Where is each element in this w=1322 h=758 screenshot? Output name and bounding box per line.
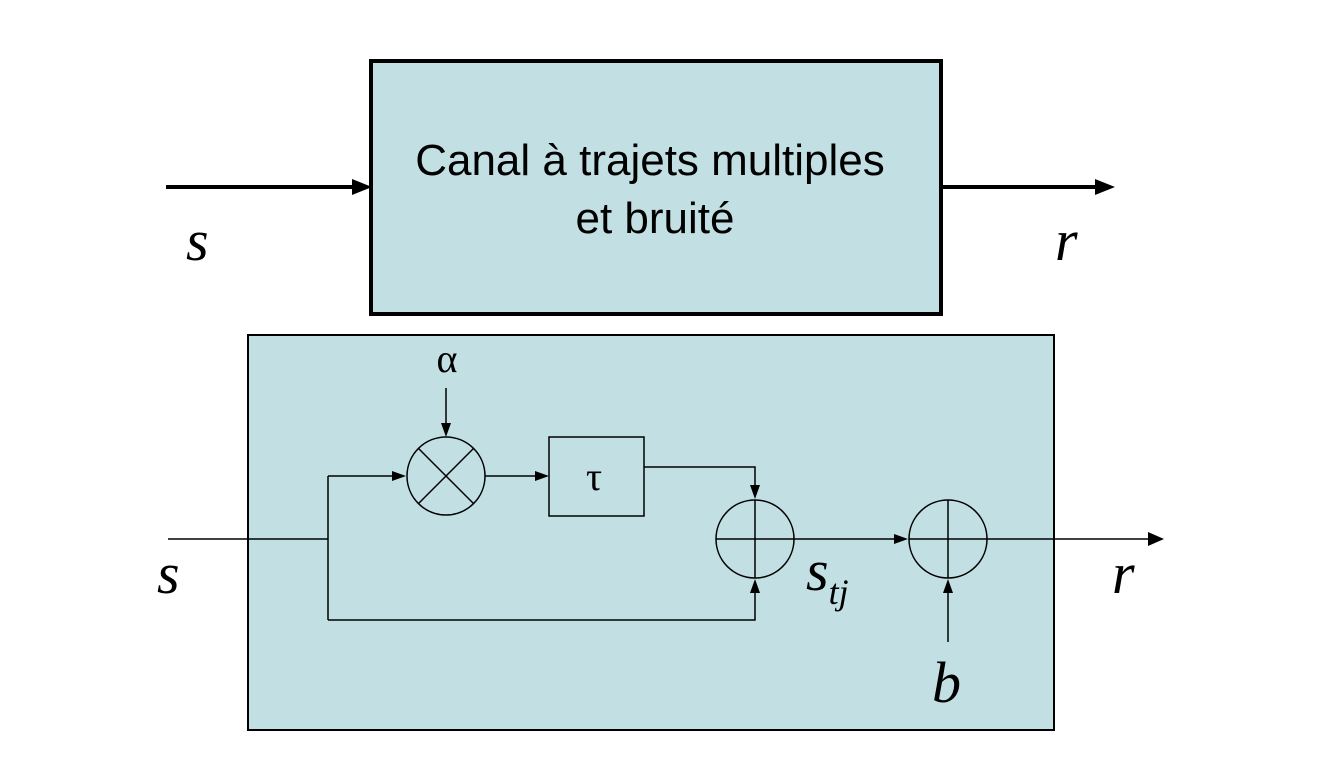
gain-arrowhead — [441, 423, 451, 437]
multipath-channel-box — [369, 59, 943, 316]
delay-label: τ — [586, 454, 602, 499]
top-output-label: r — [1055, 208, 1078, 273]
intermediate-signal-label: stj — [806, 538, 849, 612]
noise-arrowhead — [943, 579, 953, 593]
top-input-label: s — [186, 208, 209, 273]
top-input-arrowhead — [352, 179, 372, 195]
detail-output-arrowhead — [1148, 532, 1164, 546]
adder1-top-arrowhead — [750, 485, 760, 499]
multiplier-cross-2 — [417, 447, 475, 505]
detail-input-label: s — [157, 541, 180, 606]
noise-label: b — [932, 650, 961, 715]
delay-input-arrowhead — [535, 471, 549, 481]
multiplier-input-arrowhead — [392, 471, 406, 481]
delay-box — [548, 436, 645, 517]
noise-adder-input-arrowhead — [894, 534, 908, 544]
gain-label: α — [437, 336, 458, 381]
detail-output-label: r — [1112, 541, 1135, 606]
adder1-bottom-arrowhead — [750, 579, 760, 593]
direct-path-line — [328, 592, 756, 621]
channel-title-line1: Canal à trajets multiples — [415, 136, 885, 185]
channel-model-box — [247, 334, 1055, 731]
delay-to-adder-line — [644, 466, 756, 486]
top-output-arrowhead — [1095, 179, 1115, 195]
channel-title-line2: et bruité — [576, 194, 735, 243]
